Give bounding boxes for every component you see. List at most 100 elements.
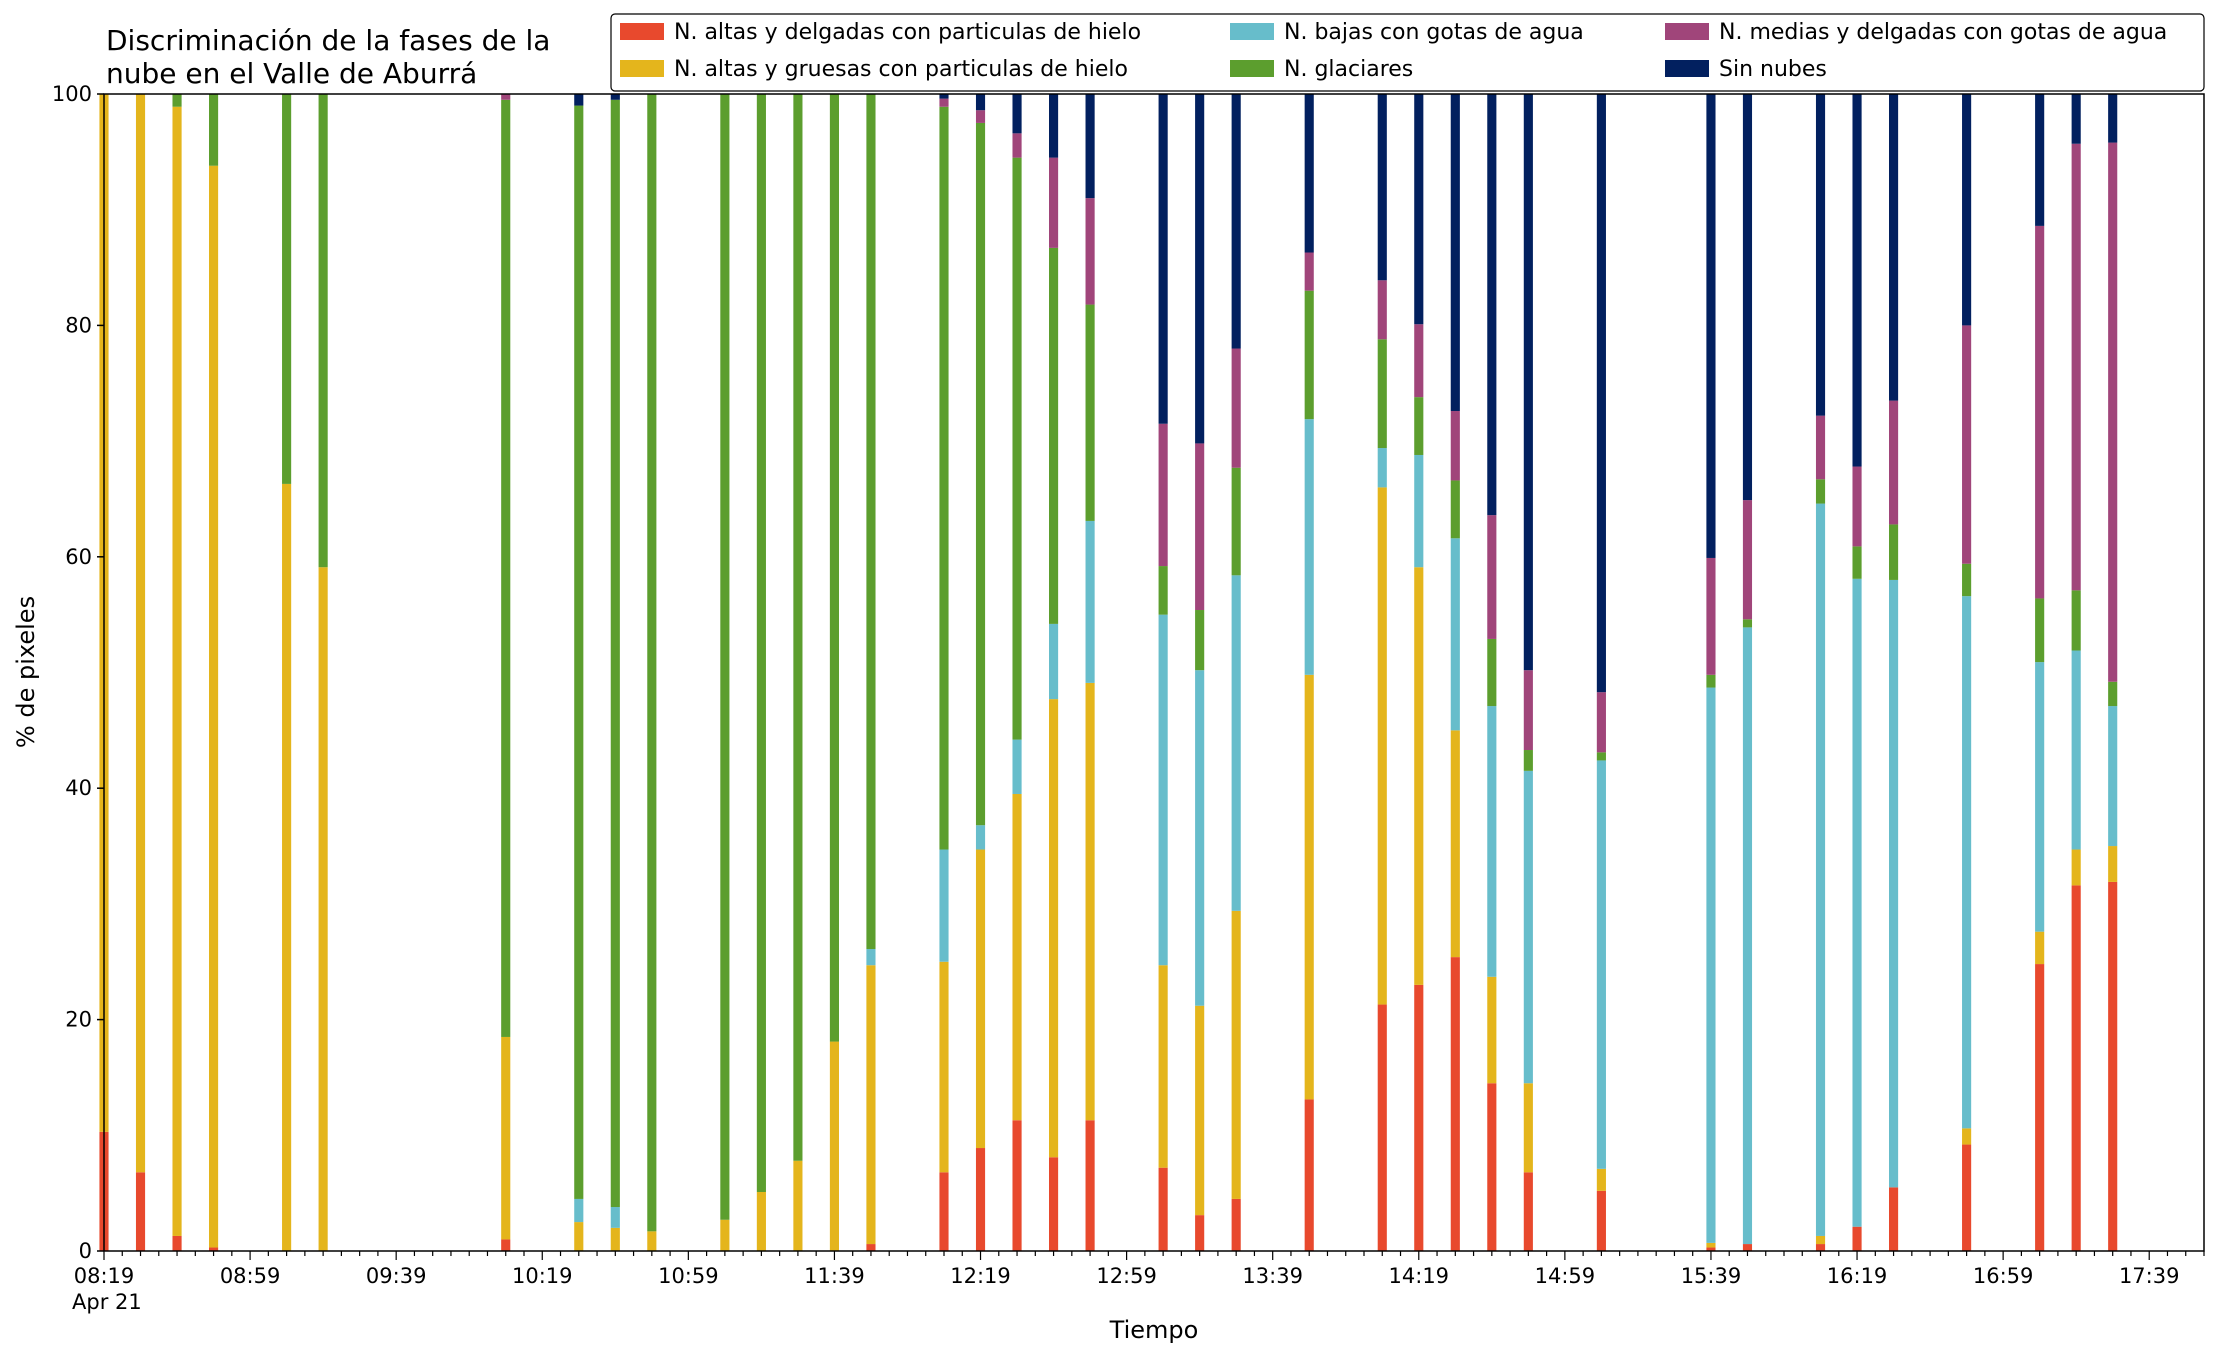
bar-segment-14:19-series-5 (1414, 324, 1424, 398)
x-tick-label: 16:19 (1827, 1264, 1888, 1288)
legend-label: Sin nubes (1719, 57, 1827, 82)
bar-segment-12:39-series-6 (1049, 94, 1059, 158)
bar-segment-13:09-series-6 (1158, 94, 1168, 424)
bar-segment-11:49-series-1 (866, 1244, 876, 1251)
x-tick-label: 13:39 (1242, 1264, 1303, 1288)
bar-segment-13:09-series-3 (1158, 614, 1168, 966)
bar-segment-14:39-series-6 (1487, 94, 1497, 516)
bar-segment-15:09-series-5 (1596, 692, 1606, 753)
y-axis-title: % de pixeles (12, 596, 40, 748)
chart-title-line-2: nube en el Valle de Aburrá (106, 57, 477, 90)
bar-segment-16:09-series-6 (1815, 94, 1826, 416)
bar-segment-15:09-series-3 (1596, 760, 1606, 1169)
bar-segment-14:49-series-2 (1523, 1083, 1533, 1173)
bar-segment-14:29-series-1 (1450, 957, 1460, 1251)
y-axis: 0 20 40 60 80 100 (52, 82, 104, 1263)
bar-segment-13:49-series-6 (1304, 94, 1314, 253)
bar-segment-09:19-series-2 (318, 567, 328, 1251)
bar-segment-17:29-series-5 (2108, 142, 2118, 682)
x-tick-label: 11:39 (804, 1264, 865, 1288)
bar-segment-14:29-series-2 (1450, 730, 1460, 958)
bar-segment-10:09-series-1 (501, 1239, 511, 1251)
bar-segment-12:49-series-3 (1085, 520, 1095, 683)
x-tick-label: 15:39 (1681, 1264, 1742, 1288)
bar-segment-12:29-series-5 (1012, 133, 1022, 158)
bar-segment-17:19-series-6 (2071, 94, 2081, 144)
bar-segment-15:09-series-2 (1596, 1168, 1606, 1191)
bar-segment-17:09-series-2 (2035, 931, 2045, 965)
bar-segment-08:39-series-2 (172, 106, 182, 1236)
bar-segment-12:29-series-6 (1012, 94, 1022, 134)
bar-segment-10:29-series-6 (574, 94, 584, 106)
bar-segment-12:49-series-1 (1085, 1120, 1095, 1251)
x-tick-label: 10:19 (512, 1264, 573, 1288)
legend-swatch (1230, 23, 1274, 40)
legend-swatch (1665, 23, 1709, 40)
bar-segment-14:39-series-2 (1487, 976, 1497, 1084)
bar-segment-10:09-series-5 (501, 94, 511, 100)
bar-segment-17:09-series-5 (2035, 225, 2045, 599)
bar-segment-14:49-series-5 (1523, 670, 1533, 751)
bar-segment-12:49-series-2 (1085, 682, 1095, 1121)
bar-segment-14:09-series-4 (1377, 339, 1387, 449)
bar-segment-17:29-series-4 (2108, 681, 2118, 707)
x-tick-label: 12:59 (1096, 1264, 1157, 1288)
bar-segment-17:29-series-1 (2108, 881, 2118, 1251)
bar-segment-11:29-series-4 (793, 94, 803, 1161)
bar-segment-09:09-series-4 (282, 94, 292, 484)
bar-segment-11:49-series-3 (866, 949, 876, 966)
bar-segment-15:39-series-5 (1706, 557, 1716, 675)
bar-segment-13:49-series-3 (1304, 419, 1314, 675)
bar-segment-16:49-series-4 (1962, 563, 1972, 597)
bar-segment-13:29-series-3 (1231, 575, 1241, 911)
bar-segment-15:09-series-1 (1596, 1190, 1606, 1251)
bar-segment-14:29-series-4 (1450, 480, 1460, 539)
legend-label: N. medias y delgadas con gotas de agua (1719, 20, 2167, 45)
legend-swatch (620, 23, 664, 40)
legend-label: N. bajas con gotas de agua (1284, 20, 1584, 45)
bar-segment-14:09-series-1 (1377, 1004, 1387, 1251)
bar-segment-08:49-series-4 (209, 94, 219, 166)
bar-segment-12:09-series-3 (939, 849, 949, 962)
bar-segment-15:49-series-1 (1742, 1244, 1753, 1251)
x-tick-label: 16:59 (1973, 1264, 2034, 1288)
legend-label: N. altas y gruesas con particulas de hie… (674, 57, 1128, 82)
x-tick-label: 12:19 (950, 1264, 1011, 1288)
bar-segment-12:39-series-1 (1049, 1157, 1059, 1251)
x-tick-label: 17:39 (2119, 1264, 2180, 1288)
bar-segment-13:19-series-3 (1195, 670, 1205, 1006)
bar-segment-14:39-series-5 (1487, 515, 1497, 639)
bar-segment-15:49-series-4 (1742, 619, 1753, 628)
legend-frame (610, 13, 2205, 92)
bar-segment-16:49-series-5 (1962, 325, 1972, 564)
legend-swatch (1230, 60, 1274, 77)
bar-segment-08:39-series-1 (172, 1235, 182, 1251)
bar-segment-16:29-series-5 (1889, 400, 1899, 525)
bar-segment-15:09-series-6 (1596, 94, 1606, 693)
bar-segment-14:49-series-4 (1523, 750, 1533, 771)
y-tick-label: 20 (65, 1008, 92, 1032)
bar-segment-14:49-series-6 (1523, 94, 1533, 671)
bar-segment-16:29-series-3 (1889, 579, 1899, 1188)
bar-segment-10:49-series-2 (647, 1231, 657, 1251)
bar-segment-16:19-series-4 (1852, 546, 1862, 579)
bar-segment-13:09-series-1 (1158, 1167, 1168, 1251)
bar-segment-09:19-series-4 (318, 94, 328, 568)
bar-segment-12:09-series-1 (939, 1172, 949, 1251)
bar-segment-13:49-series-1 (1304, 1099, 1314, 1251)
bar-segment-08:49-series-2 (209, 165, 219, 1248)
bar-segment-13:29-series-2 (1231, 910, 1241, 1199)
bar-segment-16:19-series-5 (1852, 466, 1862, 547)
y-tick-label: 100 (52, 82, 92, 106)
x-tick-label: 14:19 (1389, 1264, 1450, 1288)
bars-layer (99, 94, 2118, 1251)
x-tick-label: 09:39 (366, 1264, 427, 1288)
bar-segment-12:19-series-6 (975, 94, 986, 111)
bar-segment-14:29-series-5 (1450, 411, 1460, 481)
bar-segment-12:09-series-2 (939, 961, 949, 1173)
bar-segment-16:29-series-1 (1889, 1187, 1899, 1251)
bar-segment-13:29-series-1 (1231, 1198, 1241, 1251)
bar-segment-13:29-series-6 (1231, 94, 1241, 349)
bar-segment-15:09-series-4 (1596, 752, 1606, 761)
